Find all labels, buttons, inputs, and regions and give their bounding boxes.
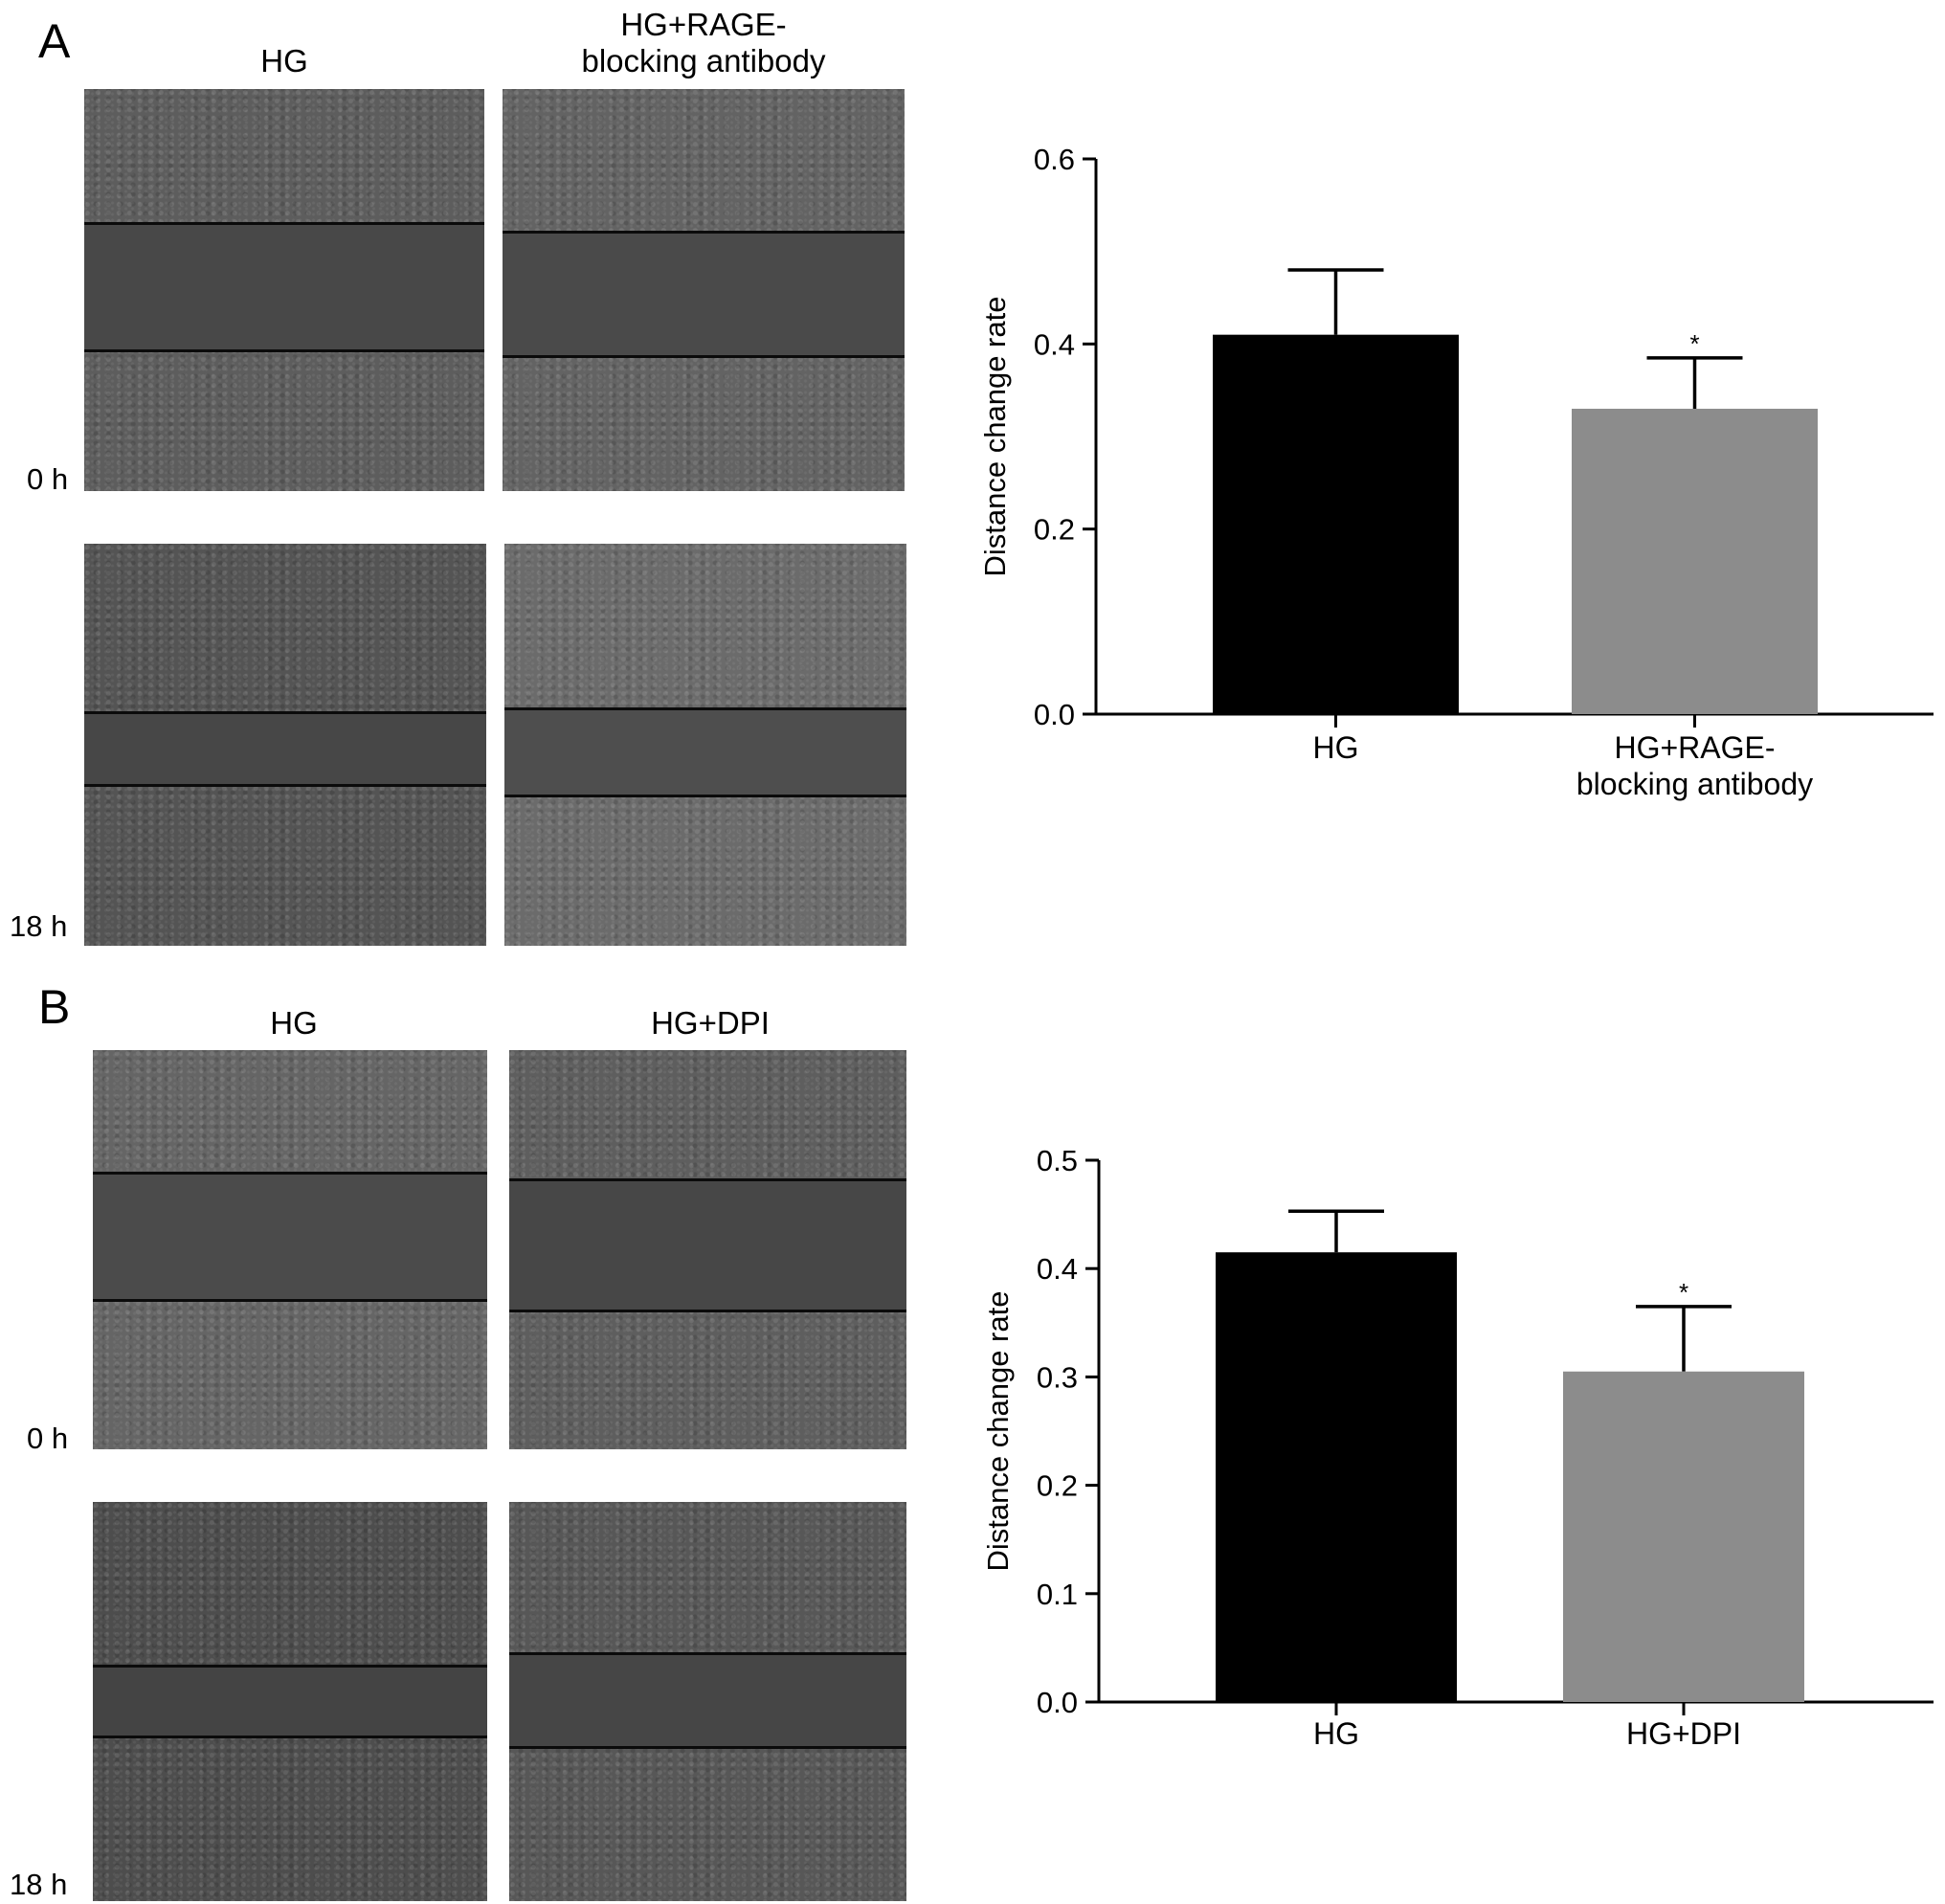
wound-edge-line: [93, 1665, 487, 1668]
wound-edge-line: [509, 1310, 906, 1312]
wound-edge-line: [93, 1299, 487, 1302]
wound-edge-line: [84, 349, 484, 352]
y-axis-label: Distance change rate: [981, 1291, 1015, 1572]
y-tick-label: 0.2: [1037, 1469, 1078, 1503]
significance-marker: *: [1689, 329, 1699, 358]
wound-edge-line: [504, 795, 906, 797]
scratch-gap: [93, 1173, 487, 1300]
scratch-gap: [84, 223, 484, 350]
scratch-gap: [93, 1666, 487, 1736]
micrograph-b-hg-18h: [93, 1502, 487, 1901]
wound-edge-line: [509, 1178, 906, 1181]
y-tick-label: 0.6: [1034, 143, 1075, 176]
x-tick-label: HG: [1313, 730, 1359, 765]
y-tick-label: 0.3: [1037, 1360, 1078, 1394]
micrograph-b-dpi-0h: [509, 1050, 906, 1449]
time-label-a-18h: 18 h: [10, 909, 68, 943]
column-header-b-dpi: HG+DPI: [509, 1005, 911, 1042]
scratch-gap: [84, 712, 486, 785]
wound-edge-line: [84, 711, 486, 714]
micrograph-b-dpi-18h: [509, 1502, 906, 1901]
y-tick-label: 0.0: [1037, 1686, 1078, 1719]
time-label-a-0h: 0 h: [27, 462, 69, 496]
wound-edge-line: [84, 222, 484, 225]
column-header-a-rage: HG+RAGE- blocking antibody: [503, 7, 905, 79]
bar: [1563, 1371, 1804, 1702]
wound-edge-line: [509, 1652, 906, 1655]
significance-marker: *: [1679, 1278, 1688, 1307]
wound-edge-line: [93, 1736, 487, 1738]
y-axis-label: Distance change rate: [978, 297, 1012, 577]
column-header-line: HG+DPI: [651, 1005, 770, 1041]
column-header-line: HG: [260, 43, 308, 78]
scratch-gap: [509, 1179, 906, 1310]
bar: [1213, 334, 1459, 714]
micrograph-a-hg-18h: [84, 544, 486, 946]
micrograph-a-rage-18h: [504, 544, 906, 946]
column-header-line: blocking antibody: [581, 43, 826, 78]
x-tick-label: HG: [1313, 1716, 1359, 1751]
bar: [1572, 409, 1818, 714]
micrograph-a-rage-0h: [503, 89, 905, 491]
x-tick-label: HG+DPI: [1626, 1716, 1741, 1751]
column-header-a-hg: HG: [83, 43, 485, 79]
y-tick-label: 0.5: [1037, 1144, 1078, 1177]
column-header-line: HG: [270, 1005, 318, 1041]
micrograph-a-hg-0h: [84, 89, 484, 491]
panel-letter-a: A: [38, 14, 71, 68]
wound-edge-line: [509, 1746, 906, 1749]
y-tick-label: 0.4: [1034, 327, 1075, 361]
time-label-b-18h: 18 h: [10, 1868, 68, 1901]
column-header-line: HG+RAGE-: [620, 7, 787, 42]
bar: [1216, 1252, 1457, 1702]
wound-edge-line: [503, 355, 905, 358]
wound-edge-line: [504, 707, 906, 710]
wound-edge-line: [503, 231, 905, 234]
wound-edge-line: [93, 1172, 487, 1175]
x-tick-label: blocking antibody: [1576, 767, 1813, 801]
x-tick-label: HG+RAGE-: [1614, 730, 1775, 765]
panel-letter-b: B: [38, 980, 71, 1034]
scratch-gap: [509, 1653, 906, 1747]
scratch-gap: [504, 708, 906, 795]
micrograph-b-hg-0h: [93, 1050, 487, 1449]
column-header-b-hg: HG: [93, 1005, 495, 1042]
y-tick-label: 0.4: [1037, 1252, 1078, 1286]
time-label-b-0h: 0 h: [27, 1422, 69, 1455]
wound-edge-line: [84, 784, 486, 787]
y-tick-label: 0.0: [1034, 698, 1075, 731]
y-tick-label: 0.2: [1034, 513, 1075, 547]
scratch-gap: [503, 232, 905, 356]
y-tick-label: 0.1: [1037, 1578, 1078, 1611]
